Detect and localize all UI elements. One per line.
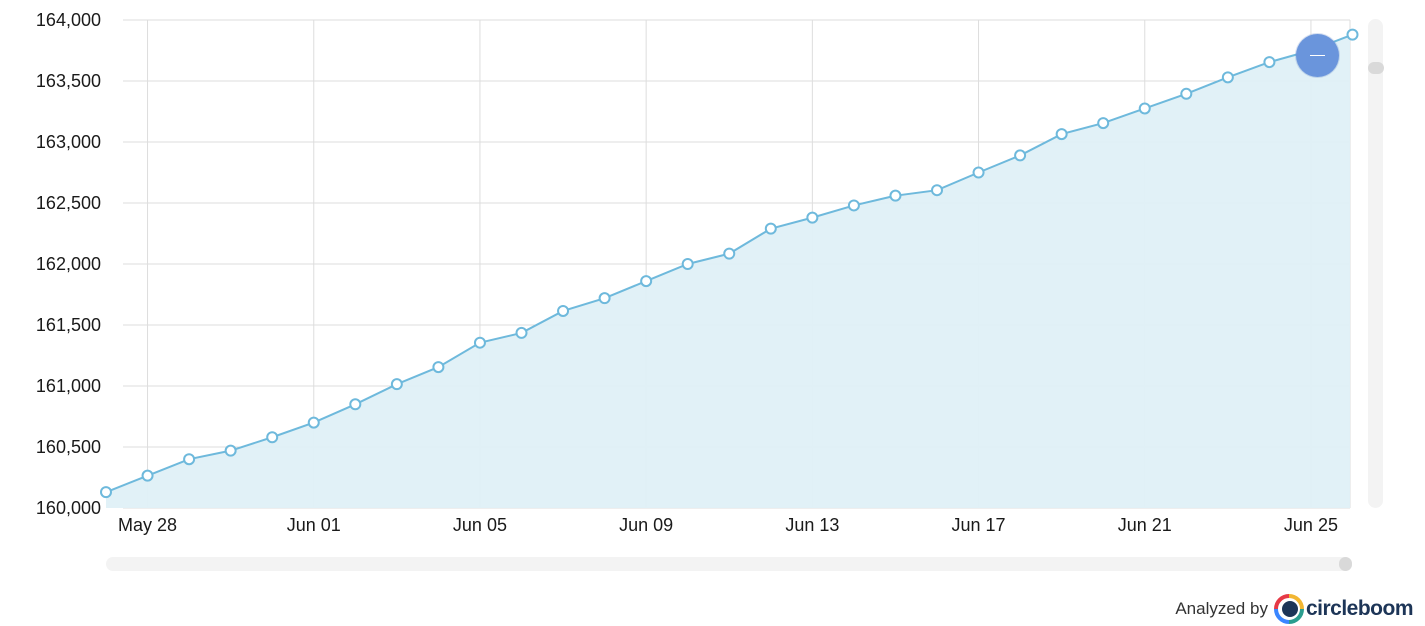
data-point[interactable] — [349, 398, 362, 411]
y-tick-label: 161,500 — [36, 315, 101, 335]
data-point[interactable] — [1346, 28, 1359, 41]
horizontal-scrollbar[interactable] — [106, 557, 1352, 571]
data-point[interactable] — [723, 247, 736, 260]
y-tick-label: 163,000 — [36, 132, 101, 152]
vertical-scrollbar-grip[interactable] — [1368, 62, 1384, 74]
data-point[interactable] — [557, 304, 570, 317]
minus-icon — [1310, 55, 1325, 56]
x-tick-label: Jun 13 — [785, 515, 839, 535]
data-point[interactable] — [307, 416, 320, 429]
data-point[interactable] — [1055, 128, 1068, 141]
x-tick-label: May 28 — [118, 515, 177, 535]
x-tick-label: Jun 25 — [1284, 515, 1338, 535]
data-point[interactable] — [183, 453, 196, 466]
x-tick-label: Jun 01 — [287, 515, 341, 535]
data-point[interactable] — [640, 275, 653, 288]
data-point[interactable] — [266, 431, 279, 444]
data-point[interactable] — [931, 184, 943, 197]
data-point[interactable] — [1263, 56, 1276, 69]
data-point[interactable] — [972, 166, 985, 179]
data-point[interactable] — [1221, 71, 1234, 84]
brand-name-text: circleboom — [1305, 597, 1414, 620]
y-tick-label: 160,500 — [36, 437, 101, 457]
data-point[interactable] — [473, 336, 486, 349]
y-tick-label: 162,500 — [36, 193, 101, 213]
data-point[interactable] — [847, 199, 860, 212]
data-point[interactable] — [1138, 102, 1151, 115]
data-point[interactable] — [1014, 149, 1027, 162]
brand-prefix-text: Analyzed by — [1175, 599, 1268, 618]
x-tick-label: Jun 05 — [453, 515, 507, 535]
x-tick-label: Jun 21 — [1118, 515, 1172, 535]
data-point[interactable] — [764, 222, 777, 235]
data-point[interactable] — [598, 292, 611, 305]
data-point[interactable] — [681, 258, 694, 270]
data-point[interactable] — [390, 378, 403, 391]
brand-attribution: Analyzed by circleboom — [1175, 592, 1414, 626]
y-tick-label: 161,000 — [36, 376, 101, 396]
zoom-out-button[interactable] — [1296, 34, 1339, 77]
data-point[interactable] — [1180, 87, 1193, 100]
data-point[interactable] — [100, 486, 112, 499]
data-point[interactable] — [889, 189, 902, 202]
data-point[interactable] — [515, 326, 528, 339]
data-point[interactable] — [224, 444, 237, 457]
x-tick-label: Jun 17 — [952, 515, 1006, 535]
data-points — [100, 28, 1359, 499]
x-axis-ticks: May 28 Jun 01 Jun 05 Jun 09 Jun 13 Jun 17 Jun … — [118, 515, 1338, 535]
y-tick-label: 163,500 — [36, 71, 101, 91]
data-point[interactable] — [141, 469, 154, 482]
data-point[interactable] — [806, 211, 819, 224]
circleboom-logo-icon — [1273, 594, 1304, 624]
data-point[interactable] — [432, 361, 445, 374]
x-tick-label: Jun 09 — [619, 515, 673, 535]
y-tick-label: 162,000 — [36, 254, 101, 274]
horizontal-scrollbar-grip[interactable] — [1339, 557, 1352, 571]
area-fill — [106, 35, 1350, 509]
vertical-scrollbar[interactable] — [1368, 19, 1383, 508]
y-axis-ticks: 160,000 160,500 161,000 161,500 162,000 162,5… — [36, 10, 101, 518]
y-tick-label: 164,000 — [36, 10, 101, 30]
y-tick-label: 160,000 — [36, 498, 101, 518]
data-point[interactable] — [1097, 117, 1110, 130]
